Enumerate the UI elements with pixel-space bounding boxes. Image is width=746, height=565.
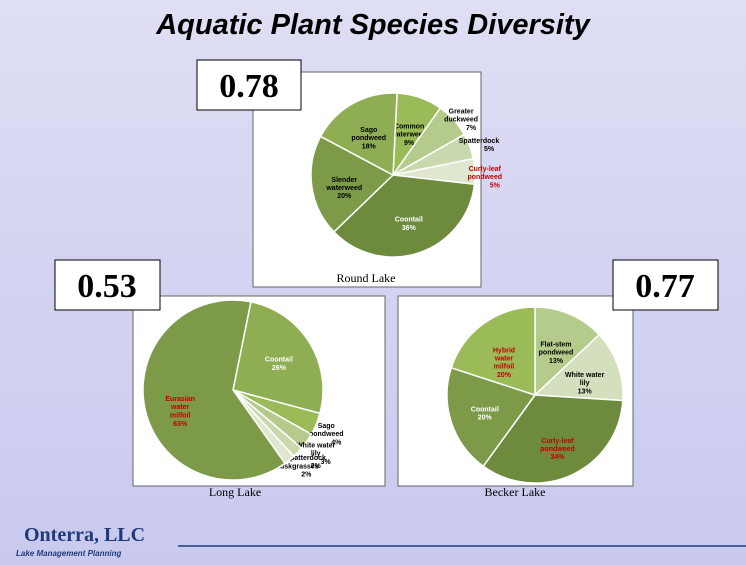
slice-value-label: 26% [272,365,287,372]
slice-label: Sago pondweed [351,127,386,142]
slice-label: Coontail [265,357,293,364]
slice-label: White water lily [296,443,336,458]
slice-label: Muskgrasses [274,463,318,470]
slice-value-label: 3% [321,459,332,466]
slice-value-label: 20% [337,193,352,200]
slice-label: Hybrid water milfoil [493,347,515,370]
pie-slice [232,300,324,415]
pie-slice [310,135,395,233]
pie-slice [450,306,536,397]
slice-value-label: 5% [484,146,495,153]
slice-value-label: 63% [173,421,188,428]
slice-value-label: 2% [301,472,312,479]
diversity-index: 0.77 [635,268,695,305]
slice-label: Spatterdock [285,455,326,462]
slice-label: White water lily [565,372,605,387]
slice-label: Coontail [471,406,499,413]
logo-name: Onterra, LLC [24,524,145,546]
index-box [54,259,161,311]
slice-label: Curly-leaf pondweed [540,438,575,453]
slice-label: Curly-leaf pondweed [467,166,502,181]
pie-slice [332,174,476,258]
chart-caption: Becker Lake [485,485,546,499]
pie-slice [446,366,537,468]
slice-value-label: 4% [331,440,342,447]
pie-slice [142,299,287,481]
slice-label: Common waterweed [390,123,427,138]
chart-caption: Round Lake [337,271,396,285]
pie-slice [533,333,624,402]
pie-slice [482,394,624,484]
diversity-index: 0.78 [219,68,279,105]
slice-value-label: 2% [311,463,322,470]
slice-value-label: 20% [497,372,512,379]
slice-label: Spatterdock [459,138,500,145]
slide-title: Aquatic Plant Species Diversity [155,9,591,41]
chart-caption: Long Lake [209,485,261,499]
slice-label: Sago pondweed [309,423,344,438]
slice-value-label: 13% [549,358,564,365]
slice-label: Slender waterweed [325,177,362,192]
slice-value-label: 7% [466,125,477,132]
slice-label: Eurasian water milfoil [165,396,195,419]
pie-slice [319,92,398,177]
slice-value-label: 18% [362,144,377,151]
logo-tagline: Lake Management Planning [16,549,121,558]
index-box [196,59,302,111]
slice-label: Coontail [395,217,423,224]
slice-label: Flat-stem pondweed [539,342,574,357]
pie-slice [534,306,601,397]
slice-value-label: 13% [578,389,593,396]
index-box [612,259,719,311]
slice-value-label: 5% [490,182,501,189]
slice-label: Greater duckweed [444,108,478,123]
diversity-index: 0.53 [77,268,137,305]
slice-value-label: 20% [478,415,493,422]
slice-value-label: 36% [402,225,417,232]
slice-value-label: 34% [550,454,565,461]
slice-value-label: 9% [404,140,415,147]
